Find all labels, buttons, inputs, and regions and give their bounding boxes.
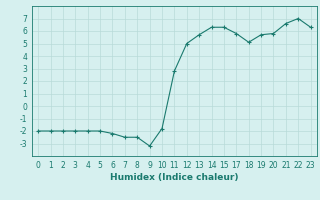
X-axis label: Humidex (Indice chaleur): Humidex (Indice chaleur) <box>110 173 239 182</box>
